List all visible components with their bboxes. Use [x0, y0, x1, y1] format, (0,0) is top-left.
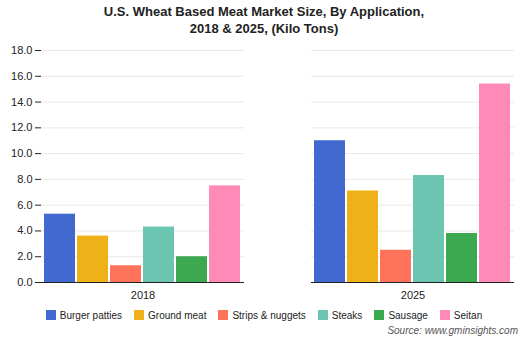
svg-text:16.0: 16.0 — [11, 70, 32, 82]
html-text:Steaks: Steaks — [331, 309, 363, 321]
svg-text:0.0: 0.0 — [17, 276, 32, 288]
html-text:Sausage: Sausage — [388, 309, 428, 321]
html-text:U.S. Wheat Based Meat Market S: U.S. Wheat Based Meat Market Size, By Ap… — [103, 4, 425, 36]
html-text:Strips & nuggets: Strips & nuggets — [232, 309, 306, 321]
svg-text:2.0: 2.0 — [17, 250, 32, 262]
svg-text:12.0: 12.0 — [11, 121, 32, 133]
html-text:Ground meat: Ground meat — [148, 309, 207, 321]
svg-text:6.0: 6.0 — [17, 198, 32, 210]
svg-text:2018: 2018 — [131, 289, 155, 301]
svg-text:4.0: 4.0 — [17, 224, 32, 236]
svg-text:2025: 2025 — [401, 289, 425, 301]
html-text:Burger patties: Burger patties — [59, 309, 122, 321]
svg-text:14.0: 14.0 — [11, 95, 32, 107]
html-text:Seitan: Seitan — [453, 309, 483, 321]
html-text:Source: www.gminsights.com: Source: www.gminsights.com — [387, 324, 518, 336]
svg-text:8.0: 8.0 — [17, 173, 32, 185]
svg-text:10.0: 10.0 — [11, 147, 32, 159]
svg-text:18.0: 18.0 — [11, 44, 32, 56]
